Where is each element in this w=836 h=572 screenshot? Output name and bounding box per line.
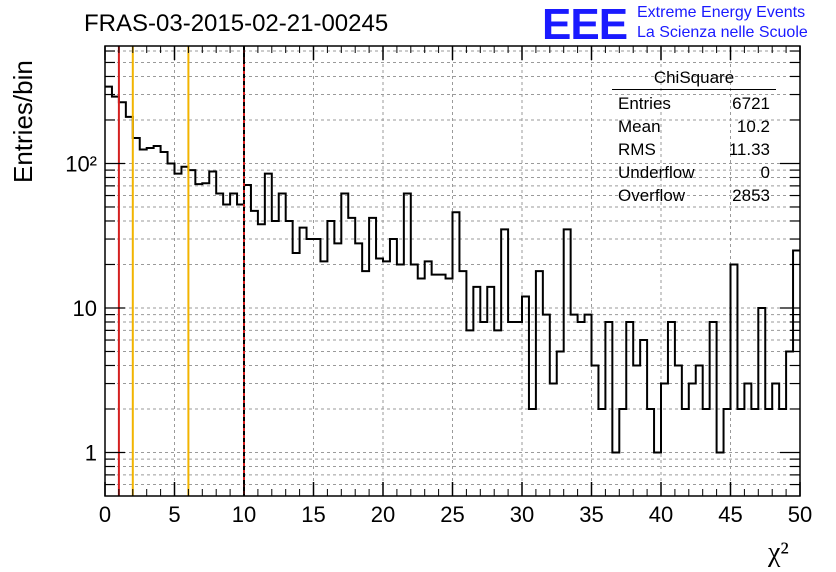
stats-label: Entries: [618, 94, 671, 113]
x-tick-label: 15: [301, 502, 325, 527]
stats-label: Underflow: [618, 163, 695, 182]
x-axis-label: χ²: [768, 537, 789, 568]
x-tick-label: 10: [232, 502, 256, 527]
x-tick-label: 25: [440, 502, 464, 527]
stats-label: Mean: [618, 117, 661, 136]
stats-row-overflow: Overflow 2853: [612, 184, 776, 207]
x-tick-label: 45: [718, 502, 742, 527]
y-tick-label: 10²: [65, 151, 97, 176]
x-tick-label: 50: [788, 502, 812, 527]
eee-logo: EEE: [542, 0, 628, 49]
x-tick-label: 5: [168, 502, 180, 527]
stats-row-rms: RMS 11.33: [612, 138, 776, 161]
stats-value: 0: [760, 163, 770, 182]
y-tick-label: 1: [85, 440, 97, 465]
x-tick-label: 0: [99, 502, 111, 527]
stats-title: ChiSquare: [612, 68, 776, 90]
stats-value: 10.2: [736, 117, 770, 136]
y-axis: 1 10 10²: [65, 50, 800, 486]
x-tick-label: 20: [371, 502, 395, 527]
stats-row-mean: Mean 10.2: [612, 115, 776, 138]
stats-value: 2853: [732, 186, 770, 205]
x-tick-label: 40: [649, 502, 673, 527]
plot-title: FRAS-03-2015-02-21-00245: [84, 10, 389, 37]
histogram-series: [105, 85, 800, 454]
stats-box: ChiSquare Entries 6721 Mean 10.2 RMS 11.…: [612, 68, 776, 207]
stats-label: Overflow: [618, 186, 686, 205]
x-tick-label: 35: [579, 502, 603, 527]
reference-lines: [117, 46, 245, 496]
stats-value: 6721: [732, 94, 770, 113]
x-tick-label: 30: [510, 502, 534, 527]
logo-line-2: La Scienza nelle Scuole: [637, 24, 808, 41]
y-tick-label: 10: [73, 296, 97, 321]
stats-row-underflow: Underflow 0: [612, 161, 776, 184]
logo-line-1: Extreme Energy Events: [637, 4, 806, 21]
stats-row-entries: Entries 6721: [612, 92, 776, 115]
stats-label: RMS: [618, 140, 656, 159]
grid-lines: [105, 46, 800, 496]
stats-value: 11.33: [728, 140, 770, 159]
y-axis-label: Entries/bin: [8, 60, 38, 183]
x-axis: 0 5 10 15 20 25 30 35 40 45 50: [99, 46, 812, 527]
